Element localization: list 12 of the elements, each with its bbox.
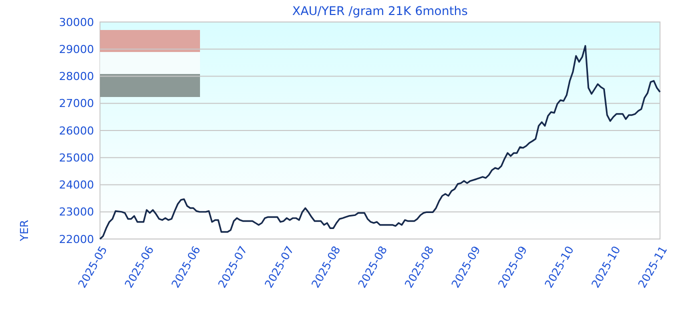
y-tick-label: 24000 (59, 178, 94, 192)
y-tick-label: 23000 (59, 206, 94, 219)
y-tick-label: 22000 (59, 232, 94, 246)
y-axis-title: YER (18, 219, 31, 242)
y-tick-label: 27000 (59, 97, 94, 110)
y-tick-label: 28000 (59, 70, 94, 84)
y-tick-label: 25000 (59, 151, 94, 164)
y-tick-label: 29000 (59, 42, 94, 56)
chart-title: XAU/YER /gram 21K 6months (292, 4, 468, 18)
line-series (99, 45, 661, 240)
y-tick-label: 26000 (59, 124, 94, 138)
y-tick-label: 30000 (59, 16, 94, 29)
